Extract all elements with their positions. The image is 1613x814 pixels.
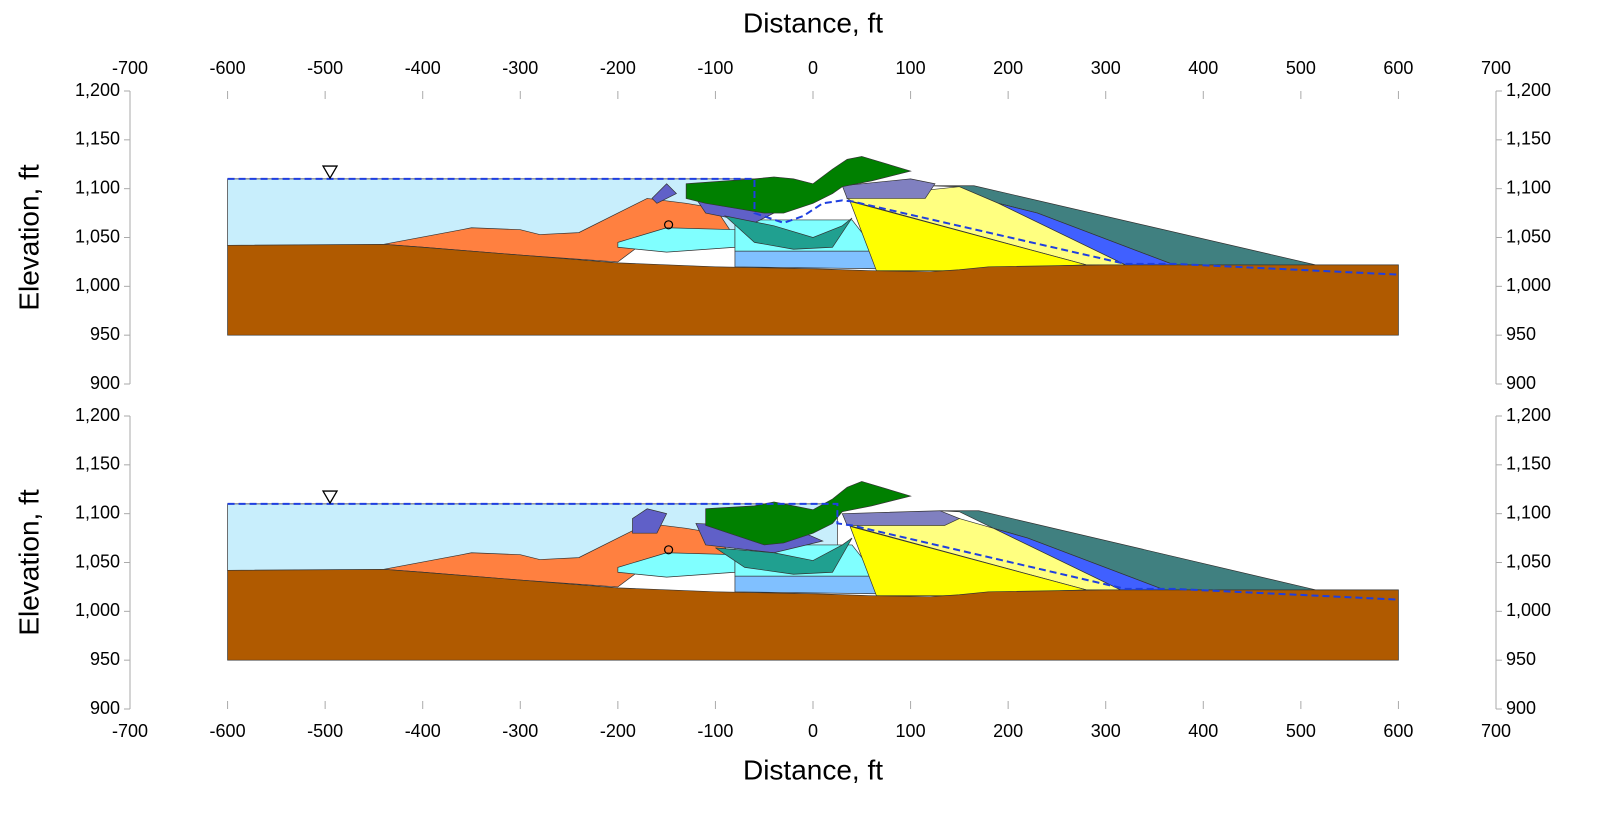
x-tick-label: 300	[1091, 58, 1121, 78]
y2-tick-label: 1,050	[1506, 551, 1551, 571]
x-tick-label: 700	[1481, 721, 1511, 741]
y2-tick-label: 1,050	[1506, 226, 1551, 246]
y2-tick-label: 950	[1506, 324, 1536, 344]
x-tick-label: 0	[808, 721, 818, 741]
y2-tick-label: 1,150	[1506, 454, 1551, 474]
y2-tick-label: 900	[1506, 373, 1536, 393]
y-tick-label: 1,050	[75, 551, 120, 571]
x-tick-label: 300	[1091, 721, 1121, 741]
x-tick-label: -600	[210, 721, 246, 741]
y-tick-label: 1,150	[75, 129, 120, 149]
x-tick-label: 600	[1383, 58, 1413, 78]
y2-tick-label: 1,200	[1506, 405, 1551, 425]
y2-tick-label: 1,200	[1506, 80, 1551, 100]
y-tick-label: 1,100	[75, 502, 120, 522]
y2-tick-label: 1,150	[1506, 129, 1551, 149]
x-tick-label: 600	[1383, 721, 1413, 741]
x-tick-label: -300	[502, 721, 538, 741]
y2-tick-label: 1,000	[1506, 600, 1551, 620]
x-tick-label: -700	[112, 58, 148, 78]
material-region	[735, 576, 876, 594]
x-tick-label: 200	[993, 721, 1023, 741]
x-tick-label: 400	[1188, 721, 1218, 741]
x-tick-label: -700	[112, 721, 148, 741]
y-tick-label: 1,100	[75, 177, 120, 197]
y-tick-label: 900	[90, 698, 120, 718]
x-tick-label: 100	[896, 58, 926, 78]
y-axis-title: Elevation, ft	[13, 489, 44, 636]
y-tick-label: 1,200	[75, 405, 120, 425]
x-tick-label: -300	[502, 58, 538, 78]
x-tick-label: 700	[1481, 58, 1511, 78]
x-axis-title: Distance, ft	[743, 7, 883, 38]
x-tick-label: 200	[993, 58, 1023, 78]
x-tick-label: 100	[896, 721, 926, 741]
water-level-marker	[323, 491, 337, 503]
y-tick-label: 1,000	[75, 275, 120, 295]
x-tick-label: -200	[600, 721, 636, 741]
x-tick-label: -500	[307, 58, 343, 78]
x-tick-label: -400	[405, 58, 441, 78]
water-level-marker	[323, 166, 337, 178]
x-tick-label: 400	[1188, 58, 1218, 78]
material-region	[735, 251, 876, 269]
x-tick-label: -200	[600, 58, 636, 78]
page: {"chart_data": [ {"type": "section", "xl…	[0, 0, 1613, 814]
y-tick-label: 1,050	[75, 226, 120, 246]
y-tick-label: 1,200	[75, 80, 120, 100]
x-tick-label: -400	[405, 721, 441, 741]
chart: 900 950 1,000 1,050 1,100 1,150 1,200 900 950 1,0…	[0, 0, 1613, 814]
x-tick-label: -100	[697, 721, 733, 741]
y2-tick-label: 1,100	[1506, 177, 1551, 197]
x-tick-label: -500	[307, 721, 343, 741]
y-tick-label: 1,000	[75, 600, 120, 620]
x-tick-label: 500	[1286, 721, 1316, 741]
x-axis-title: Distance, ft	[743, 754, 883, 785]
material-region	[842, 511, 959, 526]
y-tick-label: 950	[90, 649, 120, 669]
y2-tick-label: 900	[1506, 698, 1536, 718]
x-tick-label: 500	[1286, 58, 1316, 78]
y2-tick-label: 1,000	[1506, 275, 1551, 295]
y2-tick-label: 950	[1506, 649, 1536, 669]
y2-tick-label: 1,100	[1506, 502, 1551, 522]
x-tick-label: 0	[808, 58, 818, 78]
x-tick-label: -100	[697, 58, 733, 78]
y-tick-label: 950	[90, 324, 120, 344]
y-tick-label: 900	[90, 373, 120, 393]
x-tick-label: -600	[210, 58, 246, 78]
y-axis-title: Elevation, ft	[13, 164, 44, 311]
y-tick-label: 1,150	[75, 454, 120, 474]
